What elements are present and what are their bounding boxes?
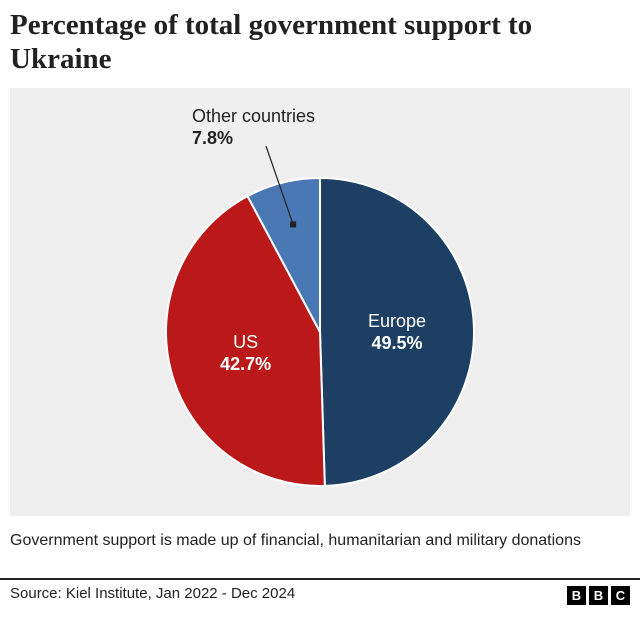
- slice-label-europe: Europe: [368, 311, 426, 331]
- slice-value-other-countries: 7.8%: [192, 128, 233, 148]
- slice-label-other-countries: Other countries: [192, 106, 315, 126]
- logo-letter-c: C: [611, 586, 630, 605]
- leader-line-other-countries: [265, 145, 294, 225]
- leader-dot-other-countries: [290, 221, 297, 228]
- chart-panel: Europe 49.5% US 42.7% Other countries 7.8%: [10, 88, 630, 516]
- bbc-logo: B B C: [567, 586, 630, 605]
- footer-divider: [0, 578, 640, 580]
- chart-note: Government support is made up of financi…: [10, 532, 581, 549]
- logo-letter-b1: B: [567, 586, 586, 605]
- pie-slice-europe: [319, 177, 475, 487]
- logo-letter-b2: B: [589, 586, 608, 605]
- slice-value-us: 42.7%: [220, 354, 271, 374]
- slice-label-us: US: [233, 332, 258, 352]
- chart-title: Percentage of total government support t…: [10, 9, 533, 75]
- source-text: Source: Kiel Institute, Jan 2022 - Dec 2…: [10, 585, 296, 602]
- pie-slice-other-countries: [246, 177, 321, 333]
- slice-value-europe: 49.5%: [371, 333, 422, 353]
